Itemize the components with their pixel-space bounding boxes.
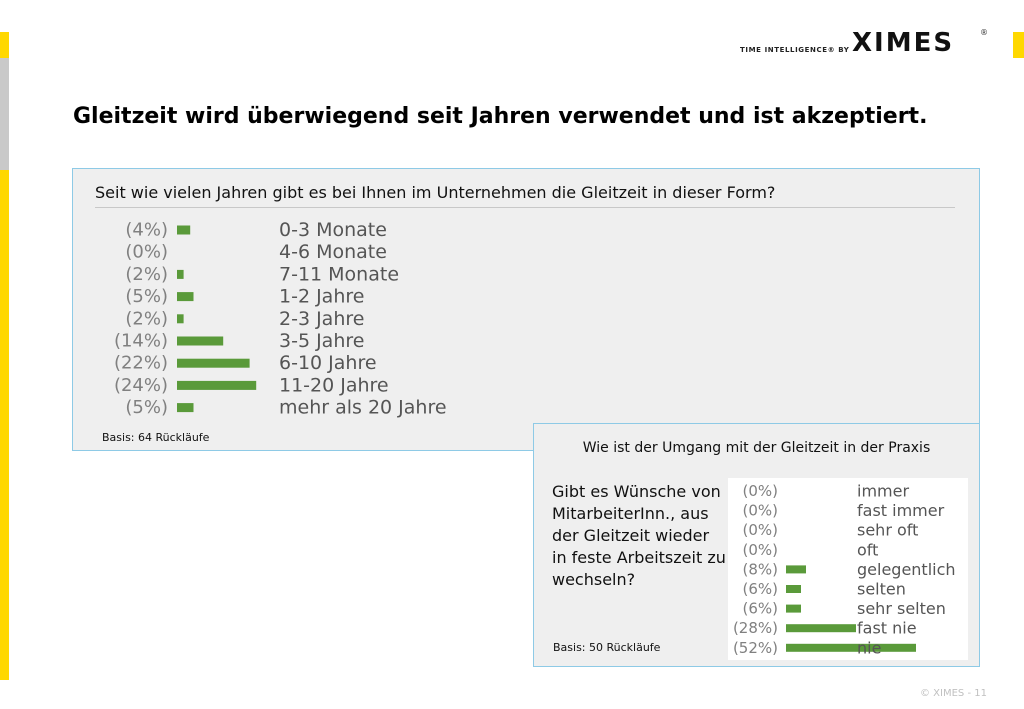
ximes-logo: XIMES <box>852 28 955 58</box>
logo-registered-mark: ® <box>980 28 988 37</box>
practice-chart-background: (0%) immer (0%) fast immer (0%) sehr oft (0%) o… <box>728 478 968 660</box>
survey-panel-practice: Wie ist der Umgang mit der Gleitzeit in … <box>533 423 980 667</box>
category-label: 1-2 Jahre <box>279 286 364 308</box>
accent-bar-grey <box>0 58 9 170</box>
category-label: nie <box>857 638 881 657</box>
bar-value-label: (6%) <box>742 580 778 598</box>
accent-bar-right <box>1013 32 1024 58</box>
bar-value-label: (28%) <box>733 619 778 637</box>
bar-value-label: (24%) <box>114 375 168 396</box>
bar-value-label: (6%) <box>742 600 778 618</box>
category-label: 0-3 Monate <box>279 219 387 241</box>
accent-bar-top <box>0 32 9 58</box>
panel1-question: Seit wie vielen Jahren gibt es bei Ihnen… <box>95 183 776 202</box>
category-label: sehr selten <box>857 599 946 618</box>
panel2-question: Gibt es Wünsche von MitarbeiterInn., aus… <box>552 482 726 589</box>
bar-value-label: (14%) <box>114 331 168 352</box>
category-label: mehr als 20 Jahre <box>279 397 447 419</box>
bar <box>786 643 916 652</box>
bar <box>786 565 806 574</box>
category-label: 7-11 Monate <box>279 263 399 285</box>
bar-value-label: (4%) <box>125 220 168 241</box>
bar <box>177 225 191 235</box>
bar <box>177 358 250 368</box>
practice-bar-chart: (0%) immer (0%) fast immer (0%) sehr oft (0%) o… <box>733 482 956 658</box>
bar <box>177 292 194 302</box>
panel2-basis: Basis: 50 Rückläufe <box>553 641 661 654</box>
bar-value-label: (0%) <box>125 242 168 263</box>
category-label: selten <box>857 580 906 599</box>
category-label: sehr oft <box>857 521 918 540</box>
panel1-divider <box>95 207 955 208</box>
category-label: 2-3 Jahre <box>279 308 364 330</box>
bar-value-label: (22%) <box>114 353 168 374</box>
bar-value-label: (5%) <box>125 286 168 307</box>
category-label: fast immer <box>857 501 945 520</box>
bar-value-label: (0%) <box>742 521 778 539</box>
panel1-basis: Basis: 64 Rückläufe <box>102 431 210 444</box>
bar-value-label: (2%) <box>125 308 168 329</box>
bar-value-label: (0%) <box>742 502 778 520</box>
bar <box>177 403 194 413</box>
category-label: 6-10 Jahre <box>279 352 377 374</box>
bar-value-label: (52%) <box>733 639 778 657</box>
bar <box>177 314 184 324</box>
category-label: 4-6 Monate <box>279 241 387 263</box>
bar <box>177 269 184 279</box>
brand-header: TIME INTELLIGENCE® BY XIMES ® <box>740 28 990 58</box>
bar <box>177 380 257 390</box>
category-label: fast nie <box>857 619 917 638</box>
category-label: immer <box>857 482 909 501</box>
category-label: gelegentlich <box>857 560 956 579</box>
accent-bar-left <box>0 170 9 680</box>
survey-panel-duration: Seit wie vielen Jahren gibt es bei Ihnen… <box>72 168 980 451</box>
bar-value-label: (2%) <box>125 264 168 285</box>
bar <box>177 336 224 346</box>
bar <box>786 604 801 613</box>
page-footer: © XIMES - 11 <box>920 688 987 699</box>
bar-value-label: (0%) <box>742 482 778 500</box>
category-label: 3-5 Jahre <box>279 330 364 352</box>
brand-tagline: TIME INTELLIGENCE® BY <box>740 46 850 54</box>
bar-value-label: (0%) <box>742 541 778 559</box>
panel2-heading: Wie ist der Umgang mit der Gleitzeit in … <box>582 440 931 456</box>
bar-value-label: (8%) <box>742 560 778 578</box>
category-label: 11-20 Jahre <box>279 374 389 396</box>
bar <box>786 624 856 633</box>
category-label: oft <box>857 540 878 559</box>
page-title: Gleitzeit wird überwiegend seit Jahren v… <box>73 104 928 129</box>
duration-bar-chart: (4%) 0-3 Monate (0%) 4-6 Monate (2%) 7-11 Mon… <box>114 219 447 419</box>
bar-value-label: (5%) <box>125 397 168 418</box>
bar <box>786 585 801 593</box>
